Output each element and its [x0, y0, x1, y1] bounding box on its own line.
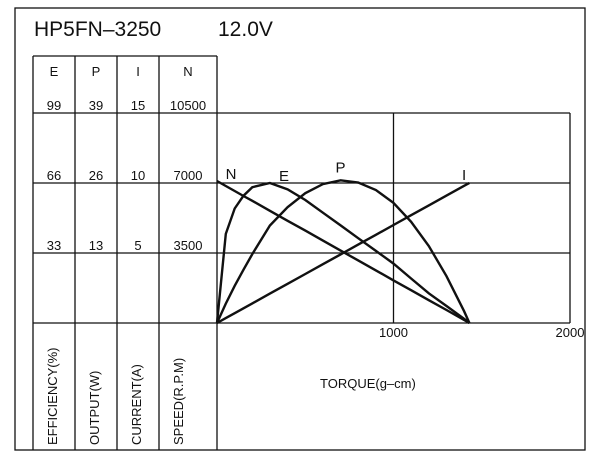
- series-line: [216, 179, 470, 325]
- chart-subtitle: 12.0V: [218, 18, 273, 41]
- chart-title: HP5FN–3250: [34, 18, 161, 41]
- scale-label: SPEED(R.P.M): [171, 358, 186, 445]
- y-tick-label: 10: [131, 168, 145, 183]
- y-tick-label: 66: [47, 168, 61, 183]
- y-tick-label: 7000: [174, 168, 203, 183]
- y-tick-label: 5: [134, 238, 141, 253]
- x-axis-label: TORQUE(g–cm): [320, 376, 416, 391]
- scale-name: P: [92, 64, 101, 79]
- x-tick-label: 1000: [379, 325, 408, 340]
- series-line: [215, 181, 471, 324]
- y-tick-label: 10500: [170, 98, 206, 113]
- scale-name: I: [136, 64, 140, 79]
- y-tick-label: 15: [131, 98, 145, 113]
- y-tick-label: 13: [89, 238, 103, 253]
- scale-label: CURRENT(A): [129, 364, 144, 445]
- scale-label: OUTPUT(W): [87, 371, 102, 445]
- y-tick-label: 3500: [174, 238, 203, 253]
- series-line: [216, 181, 470, 325]
- y-tick-label: 26: [89, 168, 103, 183]
- scale-name: E: [50, 64, 59, 79]
- series-label: I: [462, 167, 466, 184]
- y-tick-label: 99: [47, 98, 61, 113]
- frame: [14, 7, 586, 451]
- scale-label: EFFICIENCY(%): [45, 348, 60, 446]
- series-line: [215, 179, 471, 324]
- series-label: E: [279, 168, 289, 185]
- y-tick-label: 33: [47, 238, 61, 253]
- x-tick-label: 2000: [556, 325, 585, 340]
- series-label: P: [336, 159, 346, 176]
- y-tick-label: 39: [89, 98, 103, 113]
- series-label: N: [226, 166, 237, 183]
- scale-name: N: [183, 64, 192, 79]
